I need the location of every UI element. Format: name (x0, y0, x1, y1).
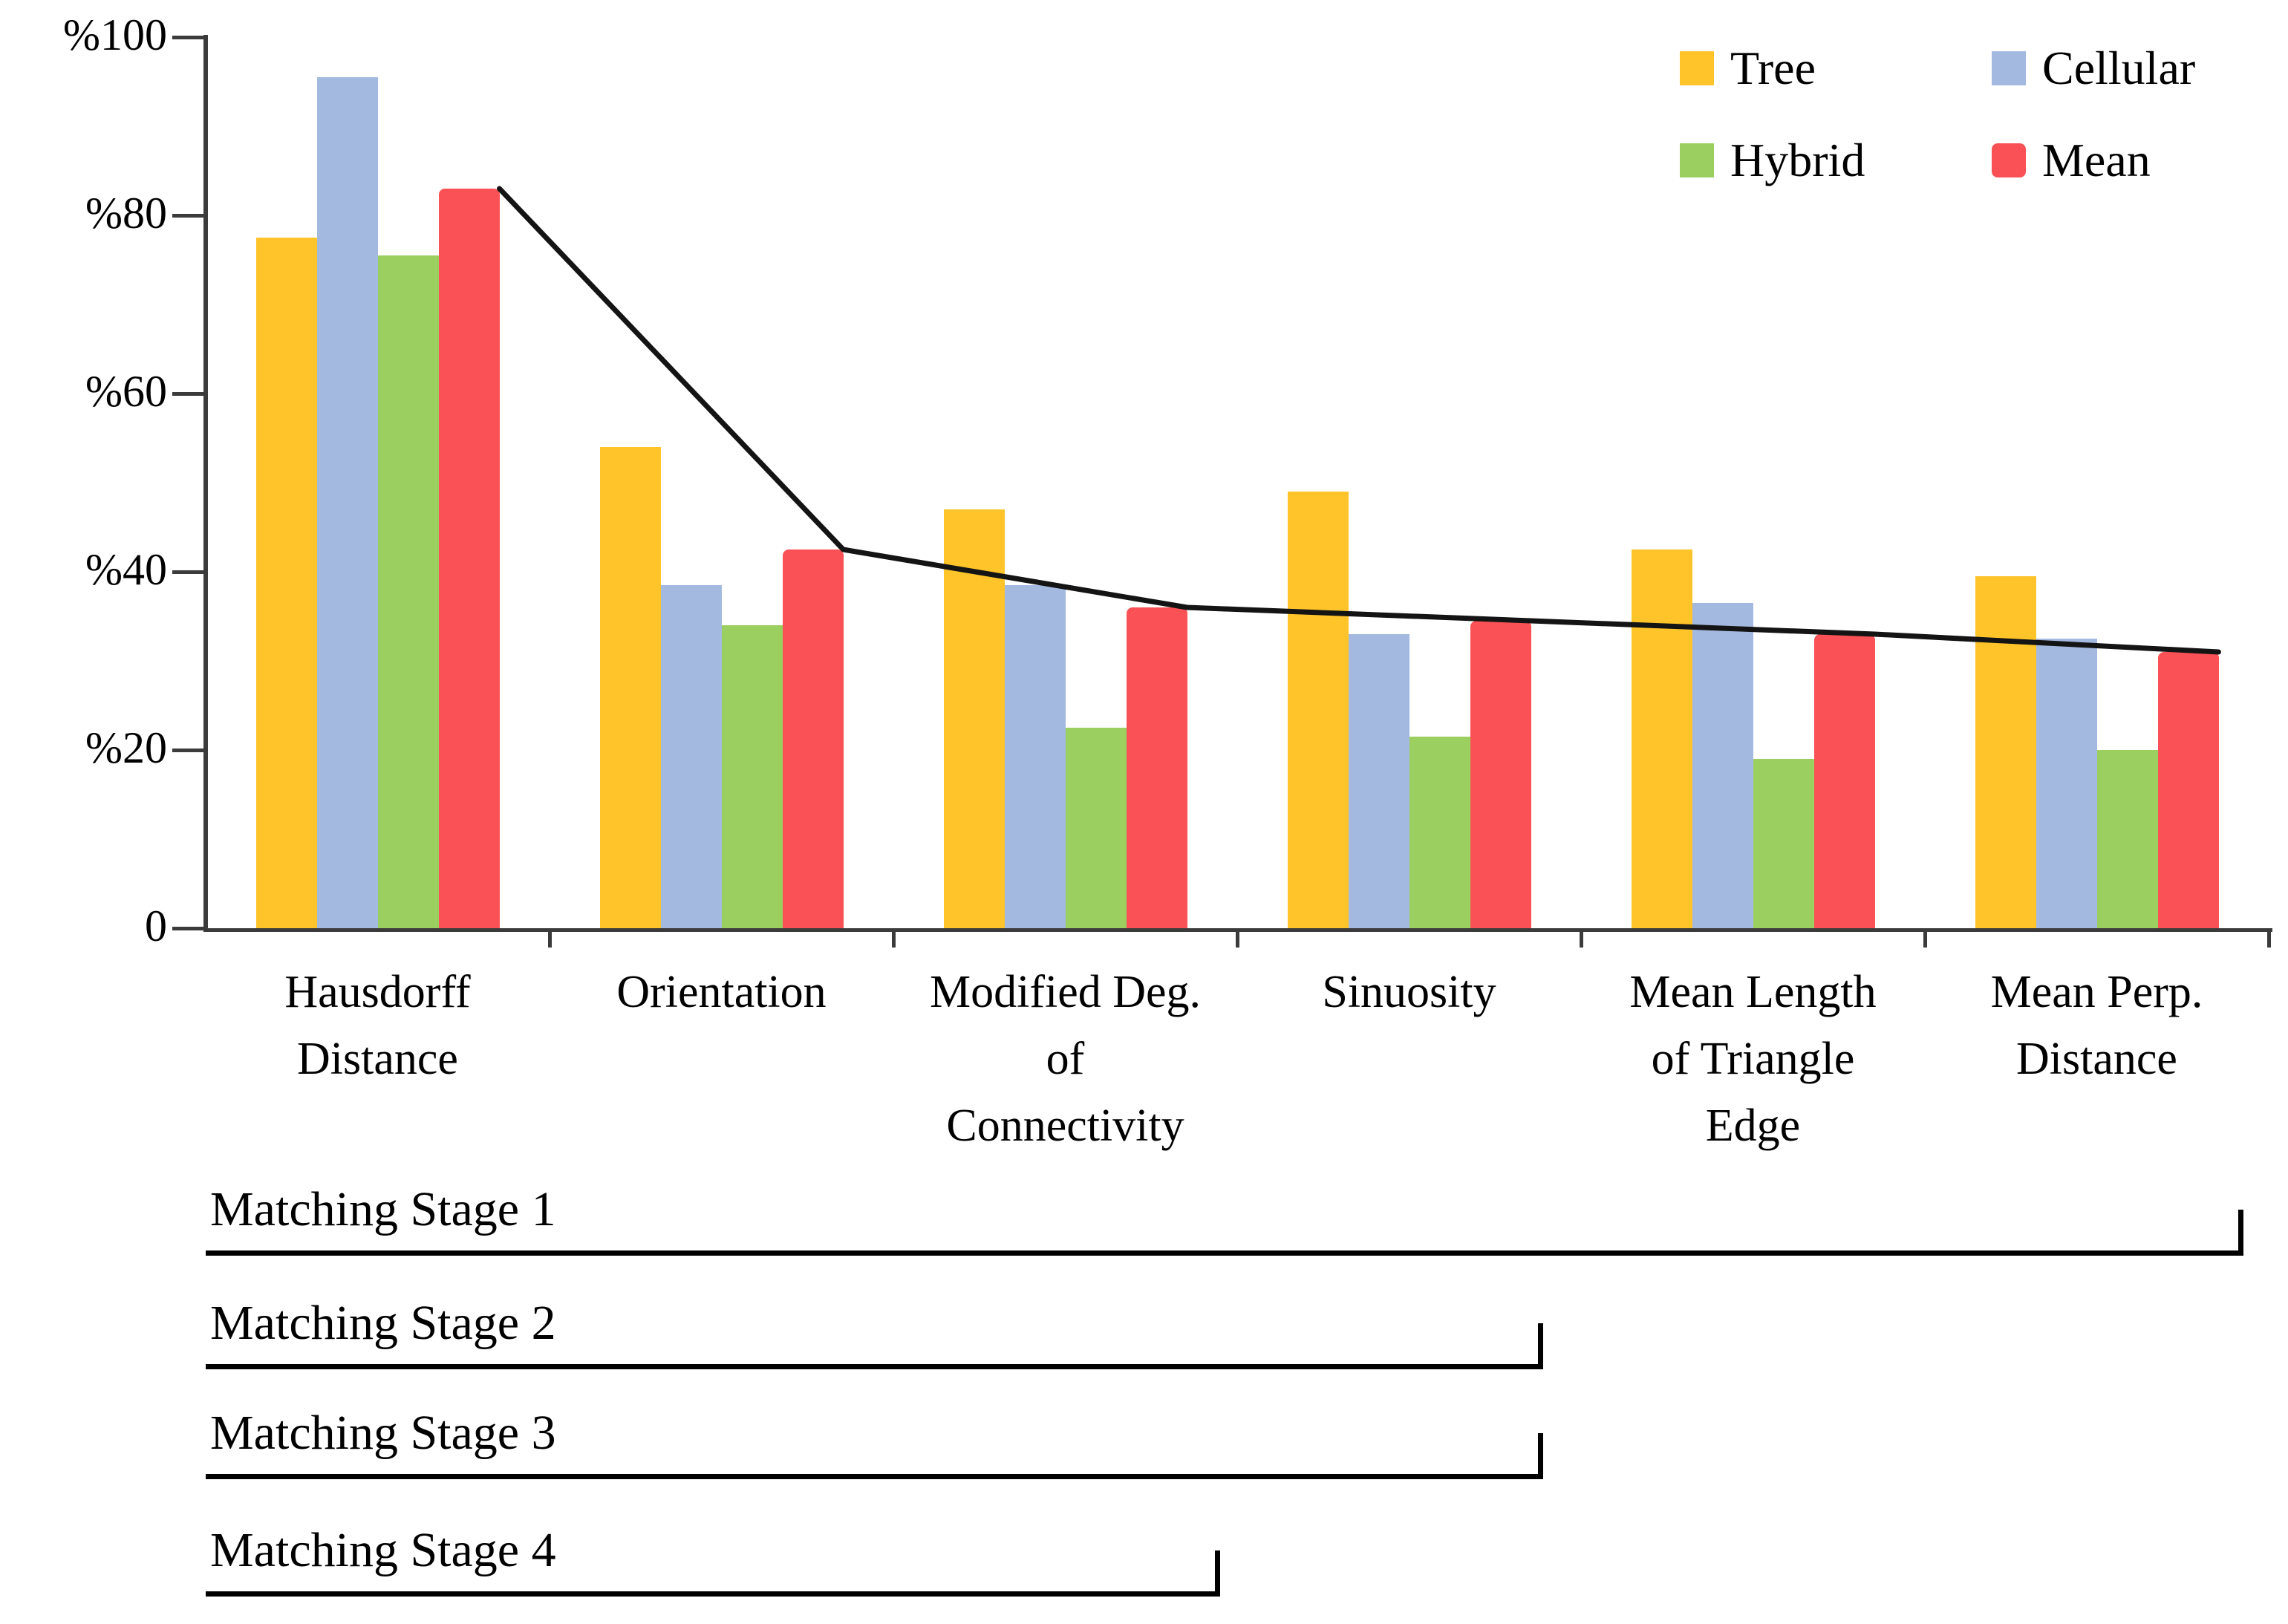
y-tick-mark (172, 927, 203, 930)
stage-label-2: Matching Stage 2 (210, 1296, 556, 1350)
bar-cellular-modified-deg-of-connectivity (1004, 585, 1066, 928)
bar-hybrid-mean-length-of-triangle-edge (1753, 759, 1814, 928)
legend-label-mean: Mean (2042, 134, 2151, 186)
legend-item-tree: Tree (1680, 22, 1992, 114)
bar-cellular-mean-length-of-triangle-edge (1692, 603, 1753, 928)
y-tick-label: 0 (145, 901, 167, 950)
bar-cellular-hausdorff-distance (316, 77, 378, 928)
legend-item-mean: Mean (1992, 114, 2195, 206)
bar-cellular-sinuosity (1348, 634, 1409, 928)
y-tick-label: %100 (63, 10, 167, 59)
y-tick-mark (172, 214, 203, 218)
y-tick-mark (172, 570, 203, 574)
bar-hybrid-orientation (721, 625, 783, 928)
legend-swatch-tree (1680, 51, 1714, 85)
bar-group-orientation (550, 37, 893, 928)
category-label-modified-deg-of-connectivity: Modified Deg. of Connectivity (929, 967, 1202, 1151)
bar-group-modified-deg-of-connectivity (893, 37, 1237, 928)
bar-group-sinuosity (1237, 37, 1581, 928)
legend-label-cellular: Cellular (2042, 42, 2196, 94)
x-tick-mark (1923, 928, 1927, 948)
x-tick-mark (548, 928, 552, 948)
legend-item-hybrid: Hybrid (1680, 114, 1992, 206)
stage-line-1 (206, 1250, 2243, 1256)
bar-tree-sinuosity (1287, 492, 1349, 928)
stage-end-tick-2 (1538, 1323, 1543, 1369)
bar-group-hausdorff-distance (206, 37, 550, 928)
y-tick-label: %40 (85, 545, 167, 594)
y-axis-line (203, 35, 208, 932)
y-tick-label: %80 (85, 189, 167, 238)
stage-end-tick-3 (1538, 1433, 1543, 1479)
bar-tree-hausdorff-distance (255, 238, 317, 928)
bar-hybrid-hausdorff-distance (377, 255, 439, 928)
bar-mean-hausdorff-distance (438, 189, 500, 928)
category-label-mean-length-of-triangle-edge: Mean Length of Triangle Edge (1629, 967, 1877, 1151)
x-tick-mark (1236, 928, 1239, 948)
bar-mean-mean-length-of-triangle-edge (1813, 634, 1875, 928)
y-tick-mark (172, 749, 203, 752)
stage-line-3 (206, 1474, 1543, 1479)
bar-tree-mean-perp-distance (1975, 576, 2036, 928)
bar-hybrid-modified-deg-of-connectivity (1065, 728, 1127, 928)
bar-cellular-mean-perp-distance (2036, 639, 2097, 928)
stage-label-1: Matching Stage 1 (210, 1182, 556, 1236)
y-tick-mark (172, 36, 203, 39)
stage-label-3: Matching Stage 3 (210, 1406, 556, 1460)
legend-swatch-cellular (1992, 51, 2026, 85)
stage-end-tick-1 (2238, 1210, 2243, 1256)
bar-group-mean-length-of-triangle-edge (1581, 37, 1925, 928)
x-tick-mark (2267, 928, 2271, 948)
stage-label-4: Matching Stage 4 (210, 1523, 556, 1577)
bar-mean-orientation (782, 550, 844, 928)
y-tick-label: %20 (85, 723, 167, 772)
legend-label-hybrid: Hybrid (1730, 134, 1865, 186)
bar-mean-mean-perp-distance (2157, 652, 2219, 928)
x-tick-mark (1580, 928, 1583, 948)
bar-hybrid-sinuosity (1409, 737, 1470, 928)
category-label-sinuosity: Sinuosity (1322, 967, 1496, 1017)
stage-line-4 (206, 1591, 1220, 1597)
legend-item-cellular: Cellular (1992, 22, 2195, 114)
bar-mean-sinuosity (1470, 621, 1531, 928)
legend-swatch-mean (1992, 143, 2026, 177)
x-tick-mark (892, 928, 896, 948)
category-label-mean-perp-distance: Mean Perp. Distance (1990, 967, 2203, 1084)
bar-tree-mean-length-of-triangle-edge (1631, 550, 1692, 928)
bar-hybrid-mean-perp-distance (2096, 750, 2158, 928)
bar-mean-modified-deg-of-connectivity (1126, 607, 1187, 928)
bar-cellular-orientation (660, 585, 722, 928)
stage-line-2 (206, 1364, 1543, 1369)
bar-tree-modified-deg-of-connectivity (943, 509, 1005, 928)
legend: Tree Cellular Hybrid Mean (1680, 22, 2195, 206)
y-tick-mark (172, 392, 203, 396)
bar-tree-orientation (599, 447, 661, 928)
y-tick-label: %60 (85, 367, 167, 416)
category-label-orientation: Orientation (616, 967, 827, 1017)
legend-swatch-hybrid (1680, 143, 1714, 177)
category-label-hausdorff-distance: Hausdorff Distance (284, 967, 471, 1084)
stage-end-tick-4 (1215, 1550, 1220, 1597)
legend-label-tree: Tree (1730, 42, 1816, 94)
